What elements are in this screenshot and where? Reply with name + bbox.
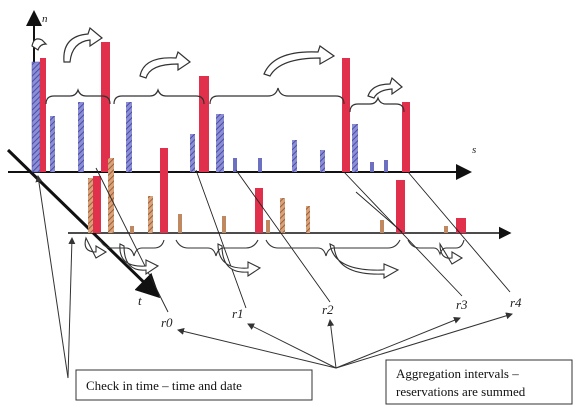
curved-arrow — [31, 38, 48, 51]
brace — [99, 239, 165, 257]
pointer-arrows — [35, 175, 513, 379]
bar-blue — [216, 114, 224, 172]
bar-blue — [50, 116, 55, 172]
bar-blue — [31, 61, 41, 173]
upper-bars — [31, 42, 410, 173]
bar-red — [199, 76, 209, 172]
bar-blue — [370, 162, 374, 172]
projection-line — [343, 171, 463, 297]
bar-brown — [178, 214, 182, 233]
bar-red — [255, 188, 263, 233]
bar-brown — [148, 196, 153, 233]
diagonal-axis-label: t — [138, 293, 142, 308]
bar-brown — [444, 226, 448, 233]
aggregation-note-box — [385, 359, 573, 405]
interval-label-r3: r3 — [456, 297, 468, 312]
interval-label-r1: r1 — [232, 306, 244, 321]
bar-blue — [190, 134, 195, 172]
aggregation-note: Aggregation intervals – reservations are… — [385, 359, 573, 405]
bar-brown — [266, 220, 270, 233]
brace — [349, 96, 405, 113]
bar-blue — [352, 124, 358, 172]
bar-red — [160, 148, 168, 233]
pointer-arrow — [335, 312, 513, 369]
bar-blue — [78, 102, 84, 172]
bar-red — [40, 58, 46, 172]
pointer-arrow — [35, 175, 69, 379]
interval-labels: r0 r1 r2 r3 r4 — [161, 295, 522, 330]
projection-line — [95, 167, 169, 313]
brace — [175, 239, 259, 257]
checkin-note-text: Check in time – time and date — [86, 378, 242, 393]
curved-arrow — [439, 242, 464, 265]
pointer-arrow — [327, 319, 337, 369]
interval-label-r2: r2 — [322, 302, 334, 317]
checkin-note-box — [75, 369, 313, 401]
pointer-arrow — [247, 323, 337, 369]
brace — [209, 87, 345, 105]
curved-arrow — [217, 243, 262, 278]
projection-line — [195, 169, 247, 309]
bar-blue — [258, 158, 262, 172]
bar-brown — [130, 226, 134, 233]
curved-arrow — [119, 243, 160, 276]
bar-red — [93, 176, 101, 233]
lower-sum-arrows — [84, 236, 464, 279]
bar-blue — [320, 150, 325, 172]
projection-lines — [95, 167, 511, 313]
curved-arrow — [63, 26, 104, 63]
vertical-axis-label: n — [42, 13, 48, 25]
diagonal-axis — [6, 148, 161, 299]
bar-brown — [306, 206, 310, 233]
curved-arrow — [139, 50, 192, 79]
bar-blue — [292, 140, 297, 172]
projection-line — [355, 191, 403, 233]
upper-sum-arrows — [31, 26, 403, 99]
bar-red — [402, 102, 410, 172]
lower-bars — [88, 148, 466, 233]
horizontal-axis-label: s — [472, 144, 476, 156]
bar-brown — [108, 158, 114, 233]
projection-line — [407, 171, 511, 293]
aggregation-note-line2: reservations are summed — [396, 384, 526, 399]
bar-brown — [380, 220, 384, 233]
curved-arrow — [263, 45, 336, 77]
interval-braces — [45, 87, 405, 113]
projection-line — [235, 169, 331, 303]
interval-label-r4: r4 — [510, 295, 522, 310]
curved-arrow — [367, 76, 403, 99]
pointer-arrow — [67, 237, 76, 379]
bar-red — [396, 180, 405, 233]
axes: n s t — [6, 10, 512, 308]
bar-blue — [233, 158, 237, 172]
bar-brown — [222, 216, 226, 233]
brace — [265, 239, 401, 257]
bar-brown — [88, 178, 93, 233]
pointer-arrow — [335, 316, 461, 369]
brace — [113, 88, 205, 105]
bar-blue — [126, 102, 132, 172]
pointer-arrow — [177, 328, 337, 369]
interval-label-r0: r0 — [161, 315, 173, 330]
bar-blue — [384, 160, 388, 172]
bar-red — [101, 42, 110, 172]
aggregation-note-line1: Aggregation intervals – — [396, 366, 519, 381]
brace — [407, 239, 465, 256]
curved-arrow — [84, 236, 108, 259]
brace — [45, 88, 111, 105]
lower-braces — [99, 239, 465, 257]
checkin-note: Check in time – time and date — [75, 369, 313, 401]
bar-red — [456, 218, 466, 233]
bar-brown — [280, 198, 285, 233]
curved-arrow — [329, 243, 400, 279]
bar-red — [342, 58, 350, 172]
